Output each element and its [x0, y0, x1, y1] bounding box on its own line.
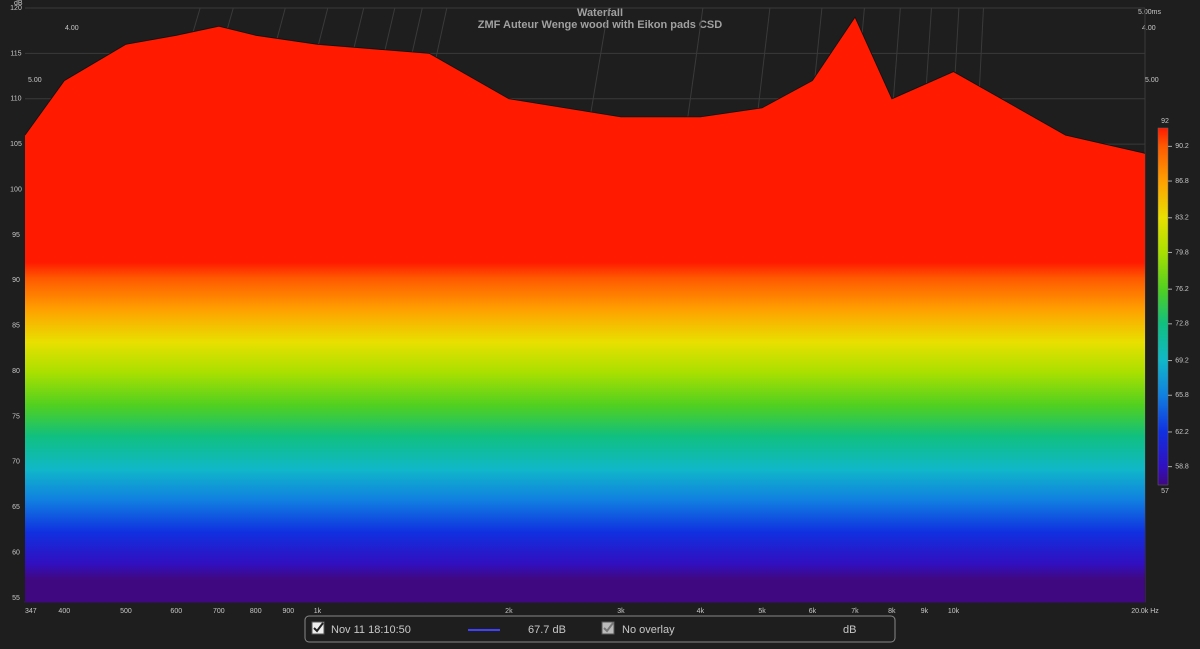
colorbar [1157, 127, 1169, 486]
x-tick-label: 600 [170, 608, 182, 615]
checkmark [603, 622, 614, 633]
colorbar-tick-label: 83.2 [1175, 215, 1189, 222]
y-tick-label: 120 [10, 5, 22, 12]
overlay[interactable]: No overlay [622, 624, 675, 636]
time-label: 5.00 [1145, 77, 1159, 84]
unit: dB [843, 624, 856, 636]
x-tick-label: 500 [120, 608, 132, 615]
y-unit: dB [14, 0, 23, 7]
x-tick-label: 8k [888, 608, 896, 615]
y-tick-label: 70 [12, 459, 20, 466]
colorbar-tick-label: 57 [1161, 488, 1169, 495]
chart-title: Waterfall [577, 7, 623, 19]
x-tick-label: 2k [505, 608, 513, 615]
x-tick-label: 4k [697, 608, 705, 615]
colorbar-tick-label: 92 [1161, 118, 1169, 125]
x-tick-label: 1k [314, 608, 322, 615]
y-tick-label: 95 [12, 232, 20, 239]
slice [24, 16, 1146, 154]
y-tick-label: 110 [10, 96, 21, 103]
time-label: 4.00 [1142, 25, 1156, 32]
x-tick-label: 700 [213, 608, 225, 615]
x-tick-label: 6k [809, 608, 817, 615]
x-tick-label: 20.0k Hz [1131, 608, 1159, 615]
status-bar [304, 615, 896, 643]
x-tick-label: 900 [282, 608, 294, 615]
y-tick-label: 85 [12, 323, 20, 330]
x-tick-label: 5k [758, 608, 766, 615]
x-tick-label: 3k [617, 608, 625, 615]
colorbar-tick-label: 79.8 [1175, 249, 1189, 256]
time-label: 5.00 [28, 77, 42, 84]
y-tick-label: 115 [10, 50, 21, 57]
colorbar-tick-label: 76.2 [1175, 286, 1189, 293]
colorbar-tick-label: 65.8 [1175, 392, 1189, 399]
x-tick-label: 9k [921, 608, 929, 615]
y-tick-label: 100 [10, 186, 22, 193]
x-tick-label: 800 [250, 608, 262, 615]
y-tick-label: 80 [12, 368, 20, 375]
measurement-date: Nov 11 18:10:50 [331, 624, 411, 636]
colorbar-tick-label: 69.2 [1175, 357, 1189, 364]
slice-fill [25, 17, 1145, 603]
chart-subtitle: ZMF Auteur Wenge wood with Eikon pads CS… [478, 19, 723, 31]
colorbar-tick-label: 72.8 [1175, 321, 1189, 328]
x-tick-label: 347 [25, 608, 37, 615]
y-tick-label: 90 [12, 277, 20, 284]
y-tick-label: 55 [12, 595, 20, 602]
x-tick-label: 400 [58, 608, 70, 615]
time-label: 4.00 [65, 25, 79, 32]
y-tick-label: 65 [12, 504, 20, 511]
x-tick-label: 7k [851, 608, 859, 615]
colorbar-tick-label: 62.2 [1175, 429, 1189, 436]
time-label: 5.00ms [1138, 9, 1161, 16]
y-tick-label: 75 [12, 413, 20, 420]
y-tick-label: 60 [12, 549, 20, 556]
colorbar-tick-label: 86.8 [1175, 178, 1189, 185]
x-tick-label: 10k [948, 608, 960, 615]
y-tick-label: 105 [10, 141, 22, 148]
colorbar-tick-label: 58.8 [1175, 463, 1189, 470]
colorbar-tick-label: 90.2 [1175, 143, 1189, 150]
level: 67.7 dB [528, 624, 566, 636]
checkmark [313, 622, 324, 633]
